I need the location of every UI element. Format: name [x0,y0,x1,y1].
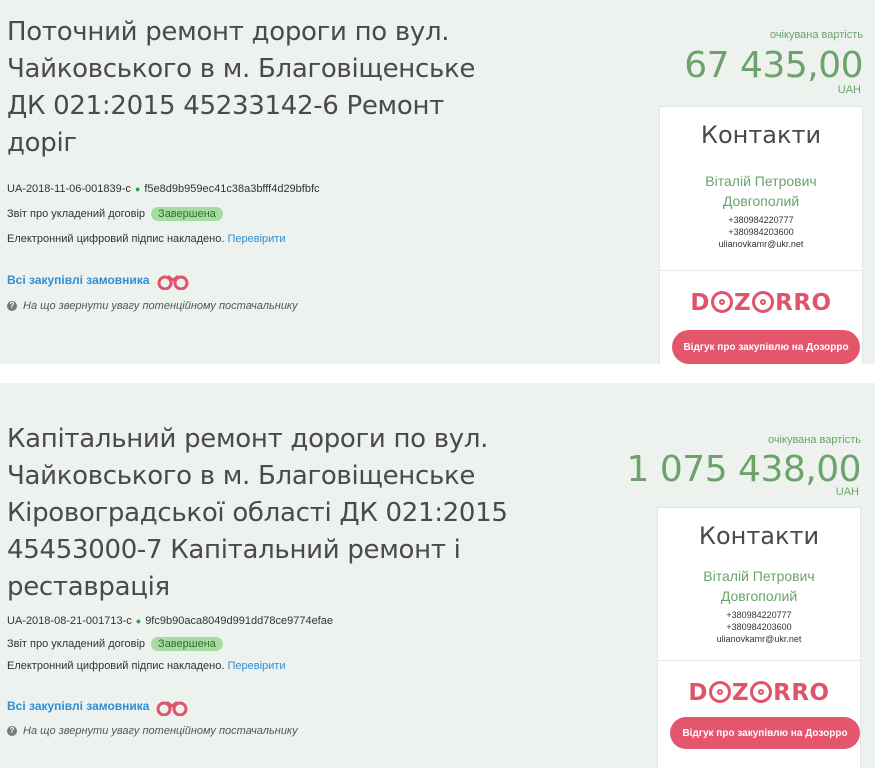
dozorro-logo: D Z RRO [690,290,832,316]
supplier-hint[interactable]: ? На що звернути увагу потенційному поста… [7,300,298,312]
question-circle-icon: ? [7,726,17,736]
report-label: Звіт про укладений договір [7,208,146,220]
tender-title: Поточний ремонт дороги по вул. Чайковськ… [7,17,476,158]
buyer-tenders-link[interactable]: Всі закупівлі замовника [7,699,150,713]
contacts-panel: Контакти Віталій Петрович Довгополий +38… [657,507,861,768]
binoculars-icon[interactable] [156,272,190,290]
value-label: очікувана вартість [767,434,861,446]
status-dot-icon: ● [135,616,142,626]
tender-id: UA-2018-11-06-001839-c [7,183,131,195]
dozorro-logo: D Z RRO [688,680,830,706]
tender-id-line: UA-2018-08-21-001713-c ● 9fc9b90aca8049d99… [7,615,333,627]
hint-text: На що звернути увагу потенційному постач… [23,725,298,737]
hint-text: На що звернути увагу потенційному постач… [23,300,298,312]
contact-name: Віталій Петрович Довгополий [705,173,817,209]
question-circle-icon: ? [7,301,17,311]
dozorro-review-button[interactable]: Відгук про закупівлю на Дозорро [672,330,860,364]
contacts-panel: Контакти Віталій Петрович Довгополий +38… [659,106,863,364]
signature-text: Електронний цифровий підпис накладено. [7,660,225,672]
tender-id: UA-2018-08-21-001713-c [7,615,132,627]
signature-line: Електронний цифровий підпис накладено. П… [7,233,285,245]
value-currency: UAH [835,486,859,498]
contact-phone-2: +380984203600 [728,227,794,237]
contacts-title: Контакти [698,522,820,550]
report-line: Звіт про укладений договір Завершена [7,637,223,651]
contact-details: +380984220777 +380984203600 ulianovkamr@… [658,609,860,645]
panel-divider [660,270,862,271]
contact-email[interactable]: ulianovkamr@ukr.net [718,239,804,249]
status-badge: Завершена [151,207,223,221]
contacts-title: Контакти [700,121,822,149]
tender-card: Капітальний ремонт дороги по вул. Чайков… [0,383,875,768]
binoculars-icon[interactable] [155,698,189,716]
value-amount: 1 075 438,00 [626,449,862,490]
verify-link[interactable]: Перевірити [227,233,286,245]
value-label: очікувана вартість [769,29,863,41]
tender-hash: f5e8d9b959ec41c38a3bfff4d29bfbfc [144,183,320,195]
dozorro-review-button[interactable]: Відгук про закупівлю на Дозорро [670,717,860,749]
signature-line: Електронний цифровий підпис накладено. П… [7,660,285,672]
status-badge: Завершена [151,637,223,651]
buyer-tenders-link[interactable]: Всі закупівлі замовника [7,273,150,287]
signature-text: Електронний цифровий підпис накладено. [7,233,225,245]
contact-phone-1: +380984220777 [728,215,794,225]
verify-link[interactable]: Перевірити [227,660,286,672]
status-dot-icon: ● [134,184,141,194]
tender-hash: 9fc9b90aca8049d991dd78ce9774efae [145,615,333,627]
report-label: Звіт про укладений договір [7,638,146,650]
contact-name: Віталій Петрович Довгополий [703,568,815,604]
value-amount: 67 435,00 [684,45,863,86]
tender-id-line: UA-2018-11-06-001839-c ● f5e8d9b959ec41c38… [7,183,320,195]
report-line: Звіт про укладений договір Завершена [7,207,223,221]
contact-email[interactable]: ulianovkamr@ukr.net [716,634,802,644]
tender-title: Капітальний ремонт дороги по вул. Чайков… [7,424,508,602]
contact-phone-2: +380984203600 [726,622,792,632]
tender-card: Поточний ремонт дороги по вул. Чайковськ… [0,0,875,364]
value-currency: UAH [837,84,861,96]
panel-divider [658,660,860,661]
contact-phone-1: +380984220777 [726,610,792,620]
contact-details: +380984220777 +380984203600 ulianovkamr@… [660,214,862,250]
supplier-hint[interactable]: ? На що звернути увагу потенційному поста… [7,725,298,737]
